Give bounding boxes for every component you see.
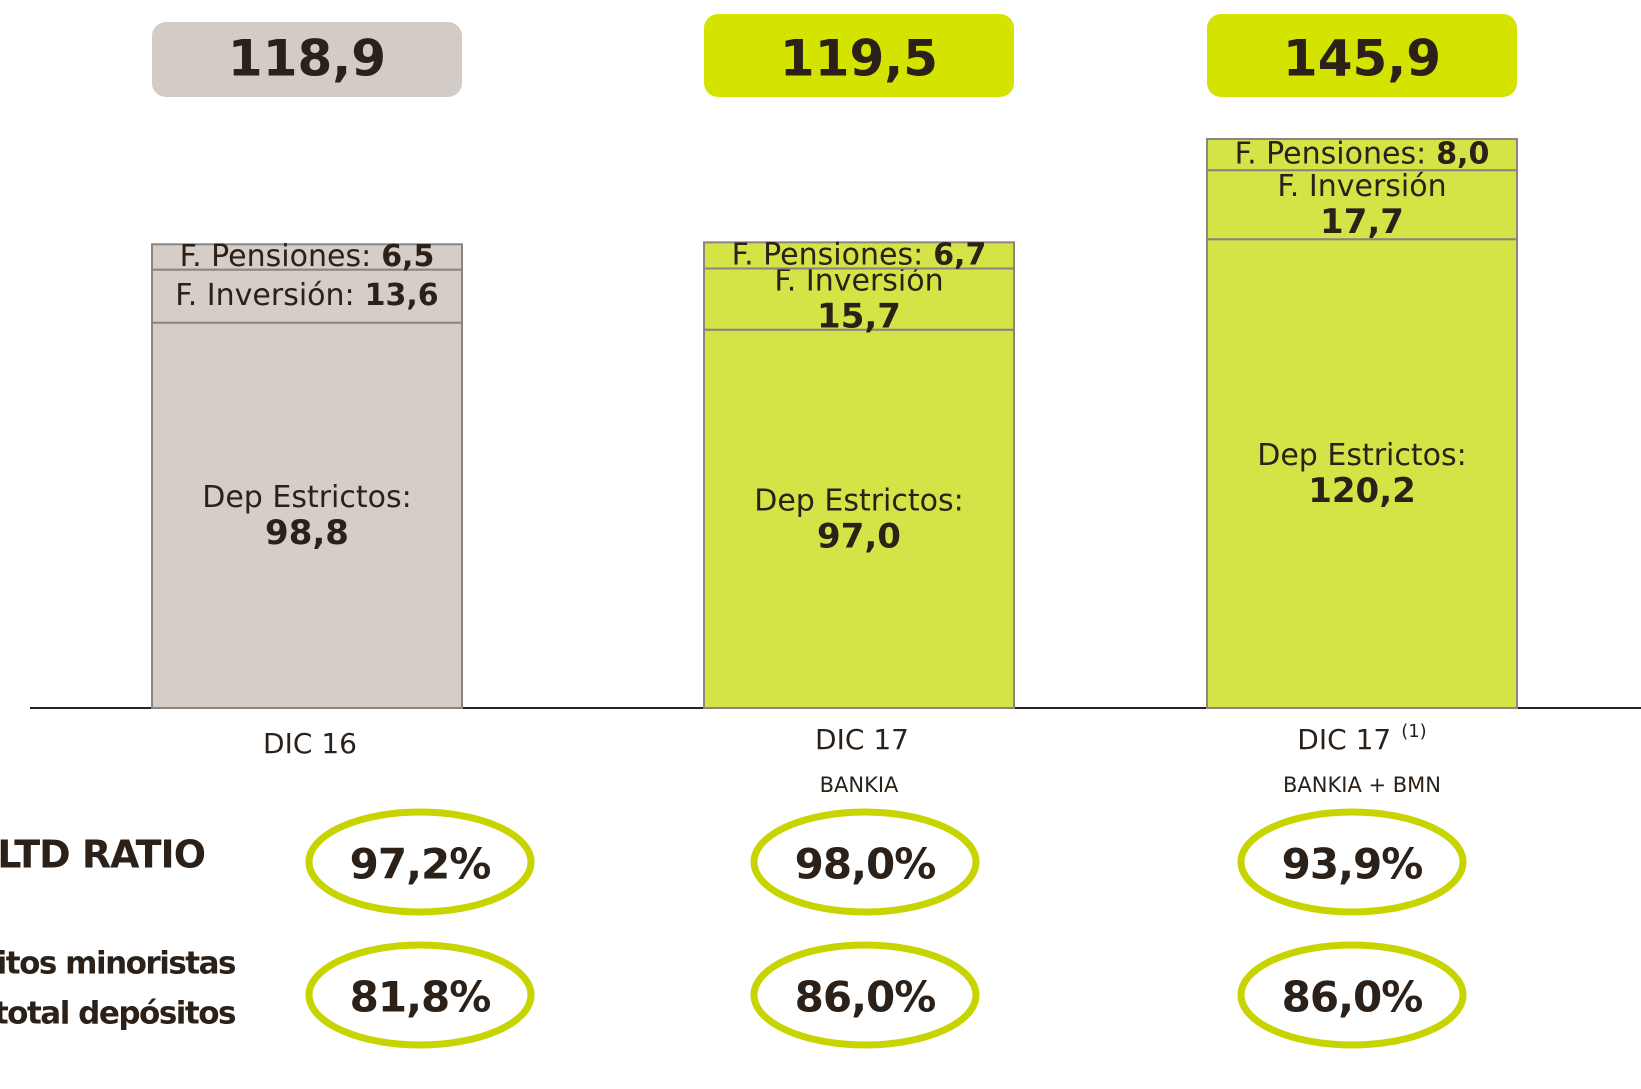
segment-label: F. Pensiones: 8,0 <box>1235 136 1490 171</box>
total-label: 118,9 <box>228 30 386 88</box>
bar-segment <box>1206 169 1518 241</box>
bar-segment <box>1206 137 1518 172</box>
segment-value: 8,0 <box>1436 136 1489 171</box>
ratio-ellipse <box>750 808 980 916</box>
subcategory-label: BANKIA + BMN <box>1283 773 1441 797</box>
bar-segment <box>703 241 1015 270</box>
segment-name: Dep Estrictos: <box>754 483 964 518</box>
segment-value: 6,7 <box>933 237 986 272</box>
segment-label: F. Inversión: 13,6 <box>175 278 438 313</box>
segment-name: Dep Estrictos: <box>1257 438 1467 473</box>
category-label: DIC 17 (1) <box>1297 721 1426 756</box>
ratio-value: 97,2% <box>350 840 491 889</box>
subcategory-label: BANKIA <box>820 773 899 797</box>
total-box <box>1207 14 1517 97</box>
category-label: DIC 17 <box>815 723 909 756</box>
ratio-value: 86,0% <box>795 973 936 1022</box>
segment-name: F. Inversión: <box>175 278 354 313</box>
ratio-ellipse <box>1237 808 1467 916</box>
total-label: 119,5 <box>780 30 938 88</box>
bar-segment <box>151 321 463 709</box>
category-name: DIC 17 <box>815 723 909 756</box>
ratio-label: / total depósitos <box>0 996 235 1032</box>
segment-value: 97,0 <box>817 516 901 556</box>
segment-value: 17,7 <box>1320 202 1404 242</box>
category-name: DIC 16 <box>263 727 357 760</box>
ratio-label: LTD RATIO <box>0 833 205 877</box>
ratio-ellipse <box>305 808 535 916</box>
total-box <box>152 22 462 97</box>
ratio-value: 98,0% <box>795 840 936 889</box>
category-name: DIC 17 <box>1297 723 1391 756</box>
segment-value: 98,8 <box>265 513 349 553</box>
bar-segment <box>703 267 1015 331</box>
total-box <box>704 14 1014 97</box>
ratio-ellipse <box>750 941 980 1049</box>
ratio-ellipse <box>305 941 535 1049</box>
bar-segment <box>151 243 463 271</box>
segment-name: F. Pensiones: <box>732 237 924 272</box>
ratio-label: Depósitos minoristas <box>0 946 235 982</box>
bar-segment <box>151 268 463 324</box>
category-label: DIC 16 <box>263 727 357 760</box>
segment-value: 13,6 <box>365 278 439 313</box>
segment-value: 120,2 <box>1308 471 1416 511</box>
segment-name: F. Pensiones: <box>180 238 372 273</box>
segment-label: F. Pensiones: 6,5 <box>180 238 435 273</box>
ratio-value: 86,0% <box>1282 973 1423 1022</box>
segment-value: 6,5 <box>381 238 434 273</box>
total-label: 145,9 <box>1283 30 1441 88</box>
footnote-mark: (1) <box>1401 721 1427 742</box>
segment-name: F. Pensiones: <box>1235 136 1427 171</box>
ratio-value: 81,8% <box>350 973 491 1022</box>
segment-label: F. Pensiones: 6,7 <box>732 237 987 272</box>
ratio-value: 93,9% <box>1282 840 1423 889</box>
segment-name: Dep Estrictos: <box>202 480 412 515</box>
ratio-ellipse <box>1237 941 1467 1049</box>
bar-segment <box>703 328 1015 709</box>
segment-value: 15,7 <box>817 297 901 337</box>
segment-name: F. Inversión <box>1277 169 1446 204</box>
